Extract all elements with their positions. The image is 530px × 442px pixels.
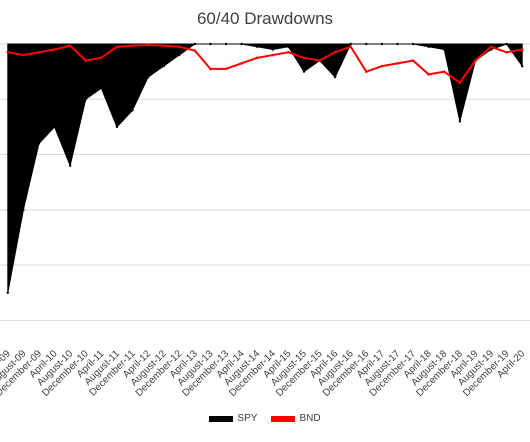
series-bnd-point — [318, 59, 321, 62]
series-spy-point — [22, 208, 25, 212]
series-bnd-point — [333, 50, 337, 54]
series-bnd-point — [489, 45, 493, 49]
legend-swatch-bnd — [271, 415, 296, 422]
series-bnd-point — [6, 50, 10, 54]
legend-swatch-spy — [209, 415, 234, 422]
series-spy-point — [209, 42, 212, 46]
series-spy-point — [365, 42, 368, 46]
series-spy-point — [100, 87, 103, 90]
series-spy-point — [287, 45, 290, 48]
series-bnd-point — [255, 56, 259, 60]
series-spy-point — [37, 142, 41, 145]
series-bnd-point — [302, 56, 306, 60]
legend: SPY BND — [0, 413, 530, 424]
legend-entry-spy: SPY — [209, 413, 257, 424]
series-bnd-point — [505, 50, 508, 54]
series-bnd-point — [131, 44, 134, 47]
series-bnd-point — [209, 67, 212, 71]
legend-entry-bnd: BND — [271, 413, 321, 424]
series-bnd-point — [84, 59, 88, 62]
series-spy-point — [521, 64, 524, 68]
series-bnd-point — [115, 45, 119, 49]
series-spy-point — [53, 125, 56, 129]
series-spy-point — [380, 42, 384, 46]
series-bnd-point — [271, 53, 275, 57]
series-spy-point — [193, 42, 197, 46]
series-spy-point — [178, 53, 181, 57]
series-bnd-point — [520, 48, 524, 51]
series-bnd-point — [193, 49, 197, 52]
series-spy-point — [427, 45, 430, 48]
series-spy-point — [489, 48, 493, 51]
series-spy-point — [224, 42, 228, 46]
series-spy-point — [411, 42, 415, 46]
series-bnd-point — [427, 73, 430, 76]
series-spy-point — [115, 125, 119, 129]
series-spy-area — [7, 43, 523, 293]
series-spy-point — [396, 42, 399, 46]
legend-label-spy: SPY — [237, 413, 258, 424]
series-spy-point — [349, 42, 352, 46]
series-bnd-point — [22, 53, 25, 57]
series-spy-point — [84, 98, 87, 101]
series-bnd-point — [474, 59, 477, 62]
series-bnd-point — [177, 45, 181, 49]
series-bnd-point — [365, 70, 368, 73]
series-bnd-point — [349, 45, 353, 49]
legend-label-bnd: BND — [299, 413, 321, 424]
series-bnd-point — [411, 59, 415, 62]
series-spy-point — [6, 291, 9, 294]
series-bnd-point — [380, 64, 384, 68]
series-spy-point — [240, 42, 243, 46]
series-spy-point — [146, 75, 150, 79]
series-bnd-point — [37, 50, 41, 54]
series-bnd-point — [100, 56, 103, 60]
series-bnd-line — [7, 44, 523, 85]
series-spy-point — [162, 64, 165, 68]
series-spy-point — [271, 48, 274, 51]
series-spy-point — [333, 75, 337, 79]
series-spy-point — [68, 164, 72, 167]
series-bnd-point — [162, 44, 165, 47]
chart-title: 60/40 Drawdowns — [196, 9, 334, 28]
series-spy-point — [505, 42, 508, 46]
series-spy-point — [443, 48, 446, 51]
series-spy-point — [458, 120, 462, 123]
series-spy-point — [256, 45, 259, 48]
series-bnd-point — [68, 44, 72, 47]
series-spy-point — [302, 70, 306, 73]
series-bnd-point — [458, 81, 462, 84]
series-bnd-point — [53, 48, 56, 51]
series-spy-point — [131, 109, 134, 112]
series-bnd-point — [240, 62, 243, 65]
series-bnd-point — [442, 70, 446, 73]
series-bnd-point — [224, 67, 228, 71]
series-bnd-point — [287, 50, 290, 54]
series-bnd-point — [146, 43, 150, 47]
series-bnd-point — [396, 62, 399, 65]
